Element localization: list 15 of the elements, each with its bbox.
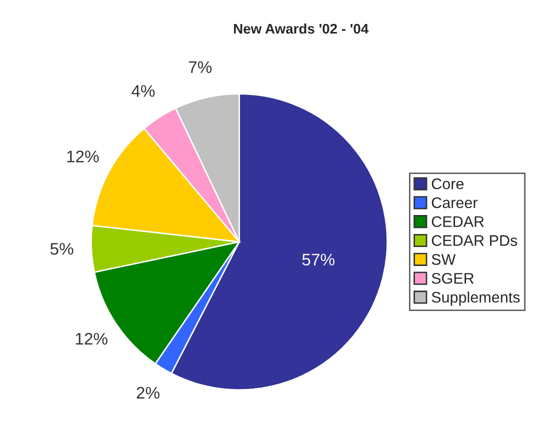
legend-label: CEDAR (432, 216, 484, 228)
legend-label: Supplements (432, 291, 520, 306)
data-label: 7% (188, 61, 212, 73)
legend-label: SGER (432, 272, 474, 284)
legend-label: Career (432, 197, 478, 208)
data-label: 5% (50, 243, 74, 255)
chart-title: New Awards '02 - '04 (234, 23, 369, 34)
data-label: 57% (302, 254, 334, 266)
data-label: 12% (67, 150, 99, 162)
legend-label: SW (432, 254, 456, 265)
data-label: 4% (132, 85, 155, 97)
legend-label: CEDAR PDs (432, 235, 518, 246)
data-label: 12% (76, 332, 108, 345)
data-label: 2% (136, 386, 160, 399)
legend-label: Core (432, 178, 464, 190)
